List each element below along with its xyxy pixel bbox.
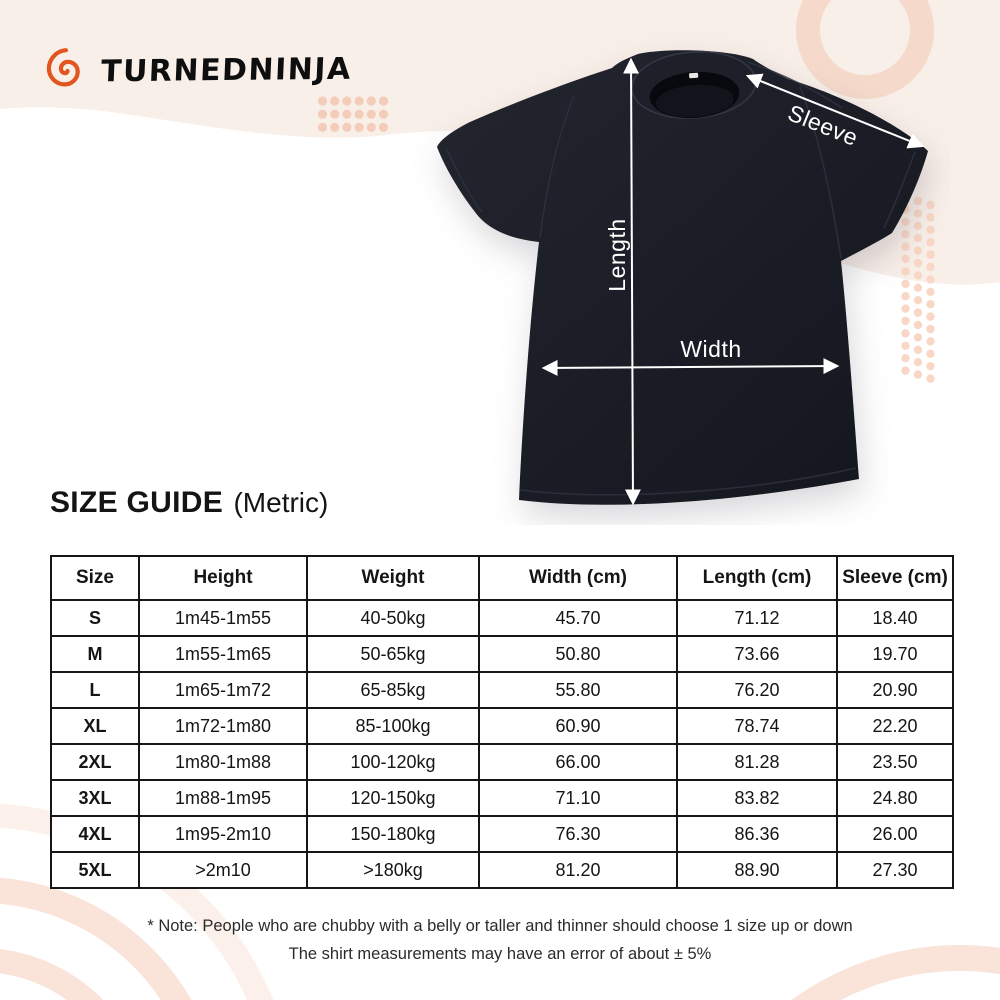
size-cell: 3XL [50, 779, 140, 817]
value-cell: 50.80 [478, 635, 678, 673]
value-cell: >2m10 [138, 851, 308, 889]
value-cell: 1m55-1m65 [138, 635, 308, 673]
value-cell: 1m88-1m95 [138, 779, 308, 817]
value-cell: 19.70 [836, 635, 954, 673]
value-cell: 1m80-1m88 [138, 743, 308, 781]
value-cell: 66.00 [478, 743, 678, 781]
value-cell: 65-85kg [306, 671, 480, 709]
value-cell: 45.70 [478, 599, 678, 637]
length-label: Length [604, 218, 630, 291]
brand-name: TURNEDNINJA [100, 51, 353, 89]
length-arrow [623, 57, 641, 506]
table-row: 5XL >2m10 >180kg 81.20 88.90 27.30 [50, 851, 954, 889]
value-cell: 1m72-1m80 [138, 707, 308, 745]
value-cell: 40-50kg [306, 599, 480, 637]
value-cell: 1m45-1m55 [138, 599, 308, 637]
table-row: L 1m65-1m72 65-85kg 55.80 76.20 20.90 [50, 671, 954, 709]
value-cell: 81.20 [478, 851, 678, 889]
collar-tag [689, 72, 699, 79]
value-cell: 1m95-2m10 [138, 815, 308, 853]
table-row: 3XL 1m88-1m95 120-150kg 71.10 83.82 24.80 [50, 779, 954, 817]
value-cell: 18.40 [836, 599, 954, 637]
measurement-arrows [541, 57, 925, 506]
value-cell: 76.20 [676, 671, 838, 709]
size-cell: L [50, 671, 140, 709]
header-cell: Width (cm) [478, 555, 678, 601]
header-cell: Length (cm) [676, 555, 838, 601]
value-cell: 120-150kg [306, 779, 480, 817]
value-cell: 86.36 [676, 815, 838, 853]
value-cell: 71.12 [676, 599, 838, 637]
table-row: M 1m55-1m65 50-65kg 50.80 73.66 19.70 [50, 635, 954, 673]
value-cell: 73.66 [676, 635, 838, 673]
size-cell: S [50, 599, 140, 637]
size-cell: 5XL [50, 851, 140, 889]
value-cell: 78.74 [676, 707, 838, 745]
value-cell: 23.50 [836, 743, 954, 781]
value-cell: 81.28 [676, 743, 838, 781]
value-cell: 83.82 [676, 779, 838, 817]
tshirt-diagram: Length Width Sleeve [437, 50, 928, 506]
size-cell: 4XL [50, 815, 140, 853]
value-cell: 150-180kg [306, 815, 480, 853]
tshirt-silhouette [437, 50, 928, 505]
sleeve-arrow [745, 73, 925, 149]
value-cell: 85-100kg [306, 707, 480, 745]
brand-logo: TURNEDNINJA [44, 47, 352, 93]
corner-arcs-decoration [0, 803, 1000, 1000]
header-cell: Weight [306, 555, 480, 601]
value-cell: 22.20 [836, 707, 954, 745]
header-cell: Sleeve (cm) [836, 555, 954, 601]
note: * Note: People who are chubby with a bel… [0, 912, 1000, 968]
header-cell: Size [50, 555, 140, 601]
value-cell: 55.80 [478, 671, 678, 709]
collar [631, 51, 757, 119]
width-arrow [541, 358, 840, 376]
value-cell: 26.00 [836, 815, 954, 853]
value-cell: 88.90 [676, 851, 838, 889]
value-cell: 1m65-1m72 [138, 671, 308, 709]
spiral-icon [46, 48, 80, 87]
size-guide-heading: SIZE GUIDE (Metric) [50, 486, 328, 520]
table-row: 4XL 1m95-2m10 150-180kg 76.30 86.36 26.00 [50, 815, 954, 853]
table-row: 2XL 1m80-1m88 100-120kg 66.00 81.28 23.50 [50, 743, 954, 781]
size-cell: XL [50, 707, 140, 745]
value-cell: 71.10 [478, 779, 678, 817]
width-label: Width [680, 336, 741, 362]
value-cell: 60.90 [478, 707, 678, 745]
dot-columns-decoration [901, 192, 935, 383]
size-cell: M [50, 635, 140, 673]
dot-grid-decoration [317, 96, 389, 132]
size-table-body: S 1m45-1m55 40-50kg 45.70 71.12 18.40 M 1m55-1m… [50, 599, 954, 889]
note-line-1: * Note: People who are chubby with a bel… [147, 917, 853, 935]
table-row: S 1m45-1m55 40-50kg 45.70 71.12 18.40 [50, 599, 954, 637]
table-header-row: Size Height Weight Width (cm) Length (cm) Sle… [50, 555, 954, 601]
size-table: Size Height Weight Width (cm) Length (cm) Sle… [50, 555, 954, 889]
value-cell: 20.90 [836, 671, 954, 709]
header-cell: Height [138, 555, 308, 601]
value-cell: 24.80 [836, 779, 954, 817]
table-row: XL 1m72-1m80 85-100kg 60.90 78.74 22.20 [50, 707, 954, 745]
value-cell: >180kg [306, 851, 480, 889]
size-cell: 2XL [50, 743, 140, 781]
tshirt-illustration [437, 50, 928, 505]
value-cell: 100-120kg [306, 743, 480, 781]
value-cell: 50-65kg [306, 635, 480, 673]
heading-title: SIZE GUIDE [50, 486, 224, 519]
value-cell: 76.30 [478, 815, 678, 853]
value-cell: 27.30 [836, 851, 954, 889]
heading-subtitle: (Metric) [233, 487, 329, 518]
note-line-2: The shirt measurements may have an error… [288, 945, 712, 963]
